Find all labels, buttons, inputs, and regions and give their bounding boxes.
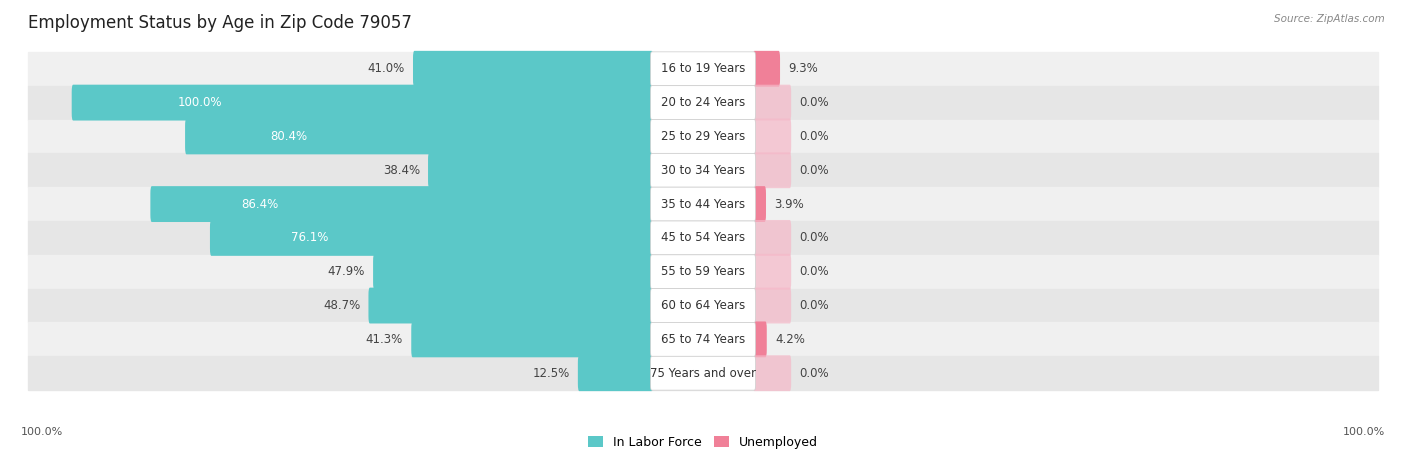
Bar — [28, 187, 1378, 221]
FancyBboxPatch shape — [651, 187, 755, 221]
Legend: In Labor Force, Unemployed: In Labor Force, Unemployed — [583, 431, 823, 451]
Bar — [28, 255, 1378, 289]
Text: 100.0%: 100.0% — [21, 428, 63, 437]
FancyBboxPatch shape — [186, 119, 652, 154]
Text: 55 to 59 Years: 55 to 59 Years — [661, 265, 745, 278]
Text: 0.0%: 0.0% — [800, 96, 830, 109]
FancyBboxPatch shape — [651, 120, 755, 153]
FancyBboxPatch shape — [578, 355, 652, 391]
Text: 48.7%: 48.7% — [323, 299, 360, 312]
Text: 38.4%: 38.4% — [382, 164, 420, 177]
FancyBboxPatch shape — [754, 186, 766, 222]
Text: 0.0%: 0.0% — [800, 164, 830, 177]
Text: 30 to 34 Years: 30 to 34 Years — [661, 164, 745, 177]
Text: 45 to 54 Years: 45 to 54 Years — [661, 231, 745, 244]
Text: Source: ZipAtlas.com: Source: ZipAtlas.com — [1274, 14, 1385, 23]
Text: 12.5%: 12.5% — [533, 367, 569, 380]
FancyBboxPatch shape — [651, 356, 755, 390]
Text: 20 to 24 Years: 20 to 24 Years — [661, 96, 745, 109]
Text: 35 to 44 Years: 35 to 44 Years — [661, 198, 745, 211]
Text: 0.0%: 0.0% — [800, 367, 830, 380]
FancyBboxPatch shape — [413, 51, 652, 87]
Bar — [28, 356, 1378, 390]
Text: 0.0%: 0.0% — [800, 130, 830, 143]
FancyBboxPatch shape — [651, 86, 755, 120]
FancyBboxPatch shape — [754, 322, 766, 357]
Text: 25 to 29 Years: 25 to 29 Years — [661, 130, 745, 143]
Text: Employment Status by Age in Zip Code 79057: Employment Status by Age in Zip Code 790… — [28, 14, 412, 32]
Text: 9.3%: 9.3% — [789, 62, 818, 75]
FancyBboxPatch shape — [651, 52, 755, 86]
Text: 3.9%: 3.9% — [775, 198, 804, 211]
FancyBboxPatch shape — [651, 322, 755, 356]
Text: 65 to 74 Years: 65 to 74 Years — [661, 333, 745, 346]
Text: 4.2%: 4.2% — [775, 333, 804, 346]
FancyBboxPatch shape — [651, 153, 755, 187]
FancyBboxPatch shape — [754, 85, 792, 120]
FancyBboxPatch shape — [368, 288, 652, 323]
FancyBboxPatch shape — [754, 288, 792, 323]
FancyBboxPatch shape — [209, 220, 652, 256]
Bar — [28, 86, 1378, 120]
Text: 80.4%: 80.4% — [270, 130, 308, 143]
Text: 47.9%: 47.9% — [328, 265, 364, 278]
Bar — [28, 120, 1378, 153]
FancyBboxPatch shape — [754, 119, 792, 154]
FancyBboxPatch shape — [651, 221, 755, 255]
Text: 76.1%: 76.1% — [291, 231, 328, 244]
Bar — [28, 221, 1378, 255]
FancyBboxPatch shape — [754, 254, 792, 290]
Bar — [28, 52, 1378, 86]
FancyBboxPatch shape — [150, 186, 652, 222]
Text: 0.0%: 0.0% — [800, 299, 830, 312]
Text: 41.0%: 41.0% — [367, 62, 405, 75]
FancyBboxPatch shape — [754, 220, 792, 256]
Text: 0.0%: 0.0% — [800, 231, 830, 244]
FancyBboxPatch shape — [412, 322, 652, 357]
FancyBboxPatch shape — [754, 51, 780, 87]
Text: 100.0%: 100.0% — [177, 96, 222, 109]
FancyBboxPatch shape — [373, 254, 652, 290]
Bar — [28, 322, 1378, 356]
FancyBboxPatch shape — [651, 255, 755, 289]
Bar — [28, 153, 1378, 187]
Text: 100.0%: 100.0% — [1343, 428, 1385, 437]
FancyBboxPatch shape — [427, 152, 652, 188]
Text: 86.4%: 86.4% — [242, 198, 278, 211]
Text: 60 to 64 Years: 60 to 64 Years — [661, 299, 745, 312]
FancyBboxPatch shape — [72, 85, 652, 120]
Text: 75 Years and over: 75 Years and over — [650, 367, 756, 380]
FancyBboxPatch shape — [754, 152, 792, 188]
Text: 16 to 19 Years: 16 to 19 Years — [661, 62, 745, 75]
Text: 0.0%: 0.0% — [800, 265, 830, 278]
Text: 41.3%: 41.3% — [366, 333, 404, 346]
FancyBboxPatch shape — [651, 289, 755, 322]
Bar — [28, 289, 1378, 322]
FancyBboxPatch shape — [754, 355, 792, 391]
